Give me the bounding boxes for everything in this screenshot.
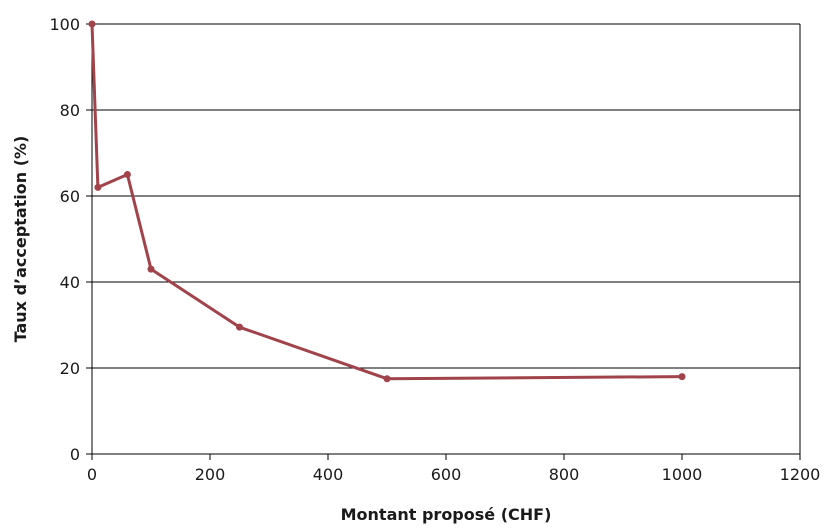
y-tick-label: 60: [60, 187, 80, 206]
x-tick-label: 400: [313, 465, 344, 484]
y-tick-label: 0: [70, 445, 80, 464]
series-line: [90, 23, 683, 381]
x-tick-label: 600: [431, 465, 462, 484]
data-point: [94, 183, 102, 191]
data-point: [678, 373, 686, 381]
axes: [86, 23, 801, 460]
data-point: [88, 20, 96, 28]
data-point: [123, 171, 131, 178]
x-axis-title: Montant proposé (CHF): [341, 505, 552, 524]
y-tick-label: 80: [60, 101, 80, 120]
y-axis-title: Taux d’acceptation (%): [11, 136, 30, 343]
gridlines: [92, 23, 800, 369]
data-point: [236, 323, 243, 331]
data-point: [147, 265, 155, 273]
x-tick-label: 1000: [662, 465, 703, 484]
x-tick-label: 1200: [780, 465, 821, 484]
tick-labels: 0 200 400 600 800 1000 1200 0 20 40 60 80 100: [49, 15, 820, 484]
x-tick-label: 200: [195, 465, 226, 484]
y-tick-label: 20: [60, 359, 80, 378]
y-tick-label: 40: [60, 273, 80, 292]
series: [88, 20, 686, 383]
data-point: [383, 375, 391, 383]
y-tick-label: 100: [49, 15, 80, 34]
x-tick-label: 0: [87, 465, 97, 484]
x-tick-label: 800: [549, 465, 580, 484]
